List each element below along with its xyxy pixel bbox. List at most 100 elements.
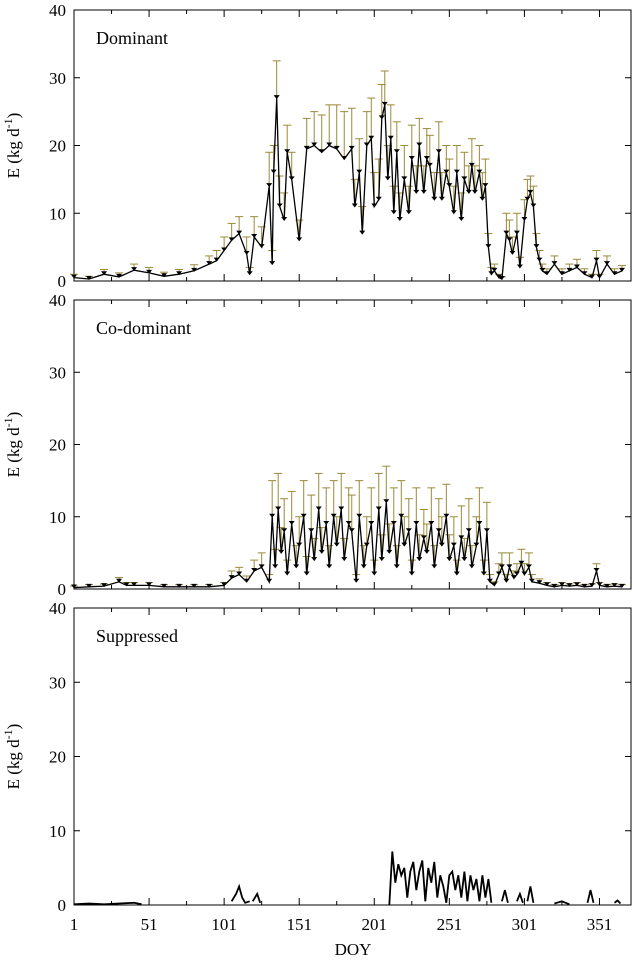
data-point: [363, 142, 370, 147]
x-tick-label: 101: [211, 915, 237, 934]
data-point: [465, 189, 472, 194]
y-tick-label: 40: [49, 1, 66, 20]
data-point: [581, 583, 588, 588]
data-point: [303, 145, 310, 150]
data-point: [278, 549, 285, 554]
data-point: [296, 542, 303, 547]
data-point: [405, 528, 412, 533]
data-point: [596, 274, 603, 279]
data-point: [536, 257, 543, 262]
y-tick-label: 20: [49, 137, 66, 156]
data-point: [558, 582, 565, 587]
y-tick-label: 0: [58, 896, 67, 915]
data-point: [393, 149, 400, 154]
data-point: [426, 162, 433, 167]
data-point: [258, 564, 265, 569]
data-point: [206, 583, 213, 588]
data-point: [368, 135, 375, 140]
y-tick-label: 10: [49, 508, 66, 527]
data-point: [371, 203, 378, 208]
y-axis-label-sup: -1: [1, 729, 15, 739]
data-point: [428, 520, 435, 525]
data-point: [566, 583, 573, 588]
data-point: [458, 217, 465, 222]
data-point: [446, 183, 453, 188]
data-point: [453, 169, 460, 174]
y-tick-label: 40: [49, 599, 66, 618]
data-point: [483, 528, 490, 533]
series-line-segment: [251, 891, 262, 904]
data-point: [375, 196, 382, 201]
data-point: [206, 261, 213, 266]
data-point: [311, 142, 318, 147]
plot-frame: [73, 607, 632, 906]
data-point: [86, 275, 93, 280]
data-point: [528, 578, 535, 583]
data-point: [603, 261, 610, 266]
panel-label: Co-dominant: [96, 318, 191, 338]
series-line-segment: [526, 886, 535, 903]
data-point: [527, 189, 534, 194]
data-point: [465, 528, 472, 533]
y-tick-label: 40: [49, 291, 66, 310]
data-point: [101, 271, 108, 276]
data-point: [401, 176, 408, 181]
data-point: [551, 583, 558, 588]
data-point: [101, 583, 108, 588]
y-tick-label: 30: [49, 363, 66, 382]
y-axis-label-sup: -1: [1, 417, 15, 427]
data-point: [416, 557, 423, 562]
data-point: [558, 271, 565, 276]
data-point: [330, 513, 337, 518]
data-point: [435, 149, 442, 154]
data-point: [588, 274, 595, 279]
panel-label: Suppressed: [96, 626, 178, 646]
data-point: [228, 237, 235, 242]
data-point: [345, 520, 352, 525]
data-point: [387, 135, 394, 140]
series-line-segment: [613, 899, 622, 905]
data-point: [266, 183, 273, 188]
data-point: [491, 582, 498, 587]
data-point: [341, 557, 348, 562]
data-point: [566, 267, 573, 272]
data-point: [333, 542, 340, 547]
data-point: [510, 575, 517, 580]
data-point: [485, 244, 492, 249]
y-tick-label: 30: [49, 673, 66, 692]
data-point: [458, 535, 465, 540]
data-point: [266, 578, 273, 583]
y-axis-label-close: ): [4, 724, 23, 730]
data-point: [86, 583, 93, 588]
data-point: [435, 528, 442, 533]
series-line-segment: [554, 900, 570, 906]
data-point: [284, 571, 291, 576]
data-point: [413, 189, 420, 194]
data-point: [503, 230, 510, 235]
data-point: [176, 271, 183, 276]
y-tick-label: 30: [49, 69, 66, 88]
series-line-segment: [230, 883, 250, 904]
data-point: [476, 169, 483, 174]
series-line-segment: [586, 889, 595, 904]
y-tick-label: 20: [49, 436, 66, 455]
data-point: [581, 271, 588, 276]
data-point: [348, 145, 355, 150]
data-point: [513, 230, 520, 235]
data-point: [353, 578, 360, 583]
x-tick-label: 1: [70, 915, 79, 934]
y-tick-label: 20: [49, 748, 66, 767]
data-point: [443, 513, 450, 518]
data-point: [408, 156, 415, 161]
data-point: [356, 169, 363, 174]
x-tick-label: 51: [141, 915, 158, 934]
data-point: [384, 176, 391, 181]
data-point: [438, 196, 445, 201]
data-point: [618, 583, 625, 588]
data-point: [506, 564, 513, 569]
data-point: [611, 583, 618, 588]
data-point: [533, 244, 540, 249]
data-point: [251, 567, 258, 572]
data-point: [228, 575, 235, 580]
